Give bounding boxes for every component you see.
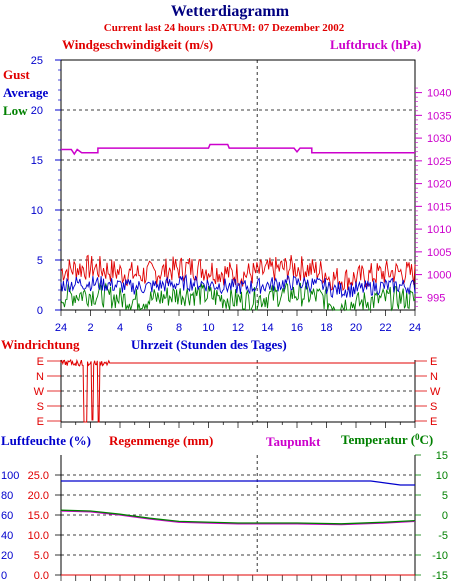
wind-y-tick-label: 20 [31, 105, 43, 117]
x-tick-label: 24 [409, 322, 421, 334]
wind-y-tick-label: 0 [37, 305, 43, 317]
rain-tick-label: 15.0 [28, 510, 49, 522]
direction-tick-right: E [430, 416, 437, 428]
temperature-tick-label: 10 [436, 470, 448, 482]
humidity-tick-label: 100 [1, 470, 19, 482]
temperature-line [60, 509, 416, 525]
temperature-tick-label: 15 [436, 450, 448, 462]
temperature-tick-label: -5 [438, 530, 448, 542]
legend-average: Average [3, 85, 48, 100]
humidity-tick-label: 20 [1, 550, 13, 562]
x-tick-label: 4 [117, 322, 123, 334]
rain-tick-label: 0.0 [34, 570, 49, 582]
humidity-tick-label: 40 [1, 530, 13, 542]
wind-direction-line [60, 358, 415, 423]
pressure-tick-label: 1025 [427, 156, 451, 168]
x-tick-label: 18 [320, 322, 332, 334]
direction-tick-left: N [36, 371, 44, 383]
direction-tick-right: N [430, 371, 438, 383]
x-tick-label: 24 [55, 322, 67, 334]
x-tick-label: 14 [261, 322, 273, 334]
temperature-unit: C) [420, 432, 434, 447]
pressure-tick-label: 1000 [427, 270, 451, 282]
wind-plot-frame [60, 59, 416, 311]
x-tick-label: 20 [350, 322, 362, 334]
humidity-line [61, 480, 415, 486]
chart-subtitle: Current last 24 hours :DATUM: 07 Dezembe… [104, 22, 345, 34]
wind-direction-title: Windrichtung [1, 337, 80, 352]
dewpoint-line [60, 510, 416, 526]
chart-title: Wetterdiagramm [171, 3, 290, 20]
rain-tick-label: 10.0 [28, 530, 49, 542]
direction-tick-right: E [430, 356, 437, 368]
direction-tick-right: S [430, 401, 437, 413]
x-tick-label: 2 [87, 322, 93, 334]
legend-low: Low [3, 103, 28, 118]
wind-y-tick-label: 10 [31, 205, 43, 217]
x-tick-label: 10 [202, 322, 214, 334]
temperature-degree-mark: 0 [415, 432, 420, 442]
temperature-title: Temperatur ( [341, 432, 415, 447]
direction-tick-left: E [37, 356, 44, 368]
humidity-tick-label: 0 [1, 570, 7, 582]
pressure-tick-label: 1035 [427, 110, 451, 122]
average-line [60, 273, 416, 299]
wind-y-tick-label: 25 [31, 55, 43, 67]
direction-tick-right: W [430, 386, 441, 398]
x-tick-label: 22 [379, 322, 391, 334]
temperature-tick-label: 0 [442, 510, 448, 522]
pressure-tick-label: 995 [427, 292, 445, 304]
pressure-title: Luftdruck (hPa) [330, 37, 421, 52]
low-line [60, 281, 416, 312]
direction-tick-left: W [34, 386, 45, 398]
rain-title: Regenmenge (mm) [109, 433, 213, 448]
wind-speed-title: Windgeschwindigkeit (m/s) [62, 37, 213, 52]
temperature-tick-label: -15 [432, 570, 448, 582]
pressure-tick-label: 1010 [427, 224, 451, 236]
direction-tick-left: E [37, 416, 44, 428]
humidity-title: Luftfeuchte (%) [1, 433, 91, 448]
pressure-tick-label: 1040 [427, 88, 451, 100]
rain-tick-label: 25.0 [28, 470, 49, 482]
pressure-tick-label: 1005 [427, 247, 451, 259]
humidity-tick-label: 80 [1, 490, 13, 502]
wind-y-tick-label: 5 [37, 255, 43, 267]
x-tick-label: 16 [291, 322, 303, 334]
pressure-tick-label: 1020 [427, 179, 451, 191]
rain-tick-label: 20.0 [28, 490, 49, 502]
pressure-line [61, 143, 415, 156]
rain-tick-label: 5.0 [34, 550, 49, 562]
x-tick-label: 6 [146, 322, 152, 334]
dewpoint-title: Taupunkt [266, 434, 321, 449]
humidity-tick-label: 60 [1, 510, 13, 522]
svg-text:Temperatur (0C): Temperatur (0C) [341, 432, 433, 447]
x-tick-label: 8 [176, 322, 182, 334]
temperature-tick-label: 5 [442, 490, 448, 502]
x-axis-label: Uhrzeit (Stunden des Tages) [131, 337, 287, 352]
direction-tick-left: S [37, 401, 44, 413]
temperature-tick-label: -10 [432, 550, 448, 562]
wind-y-tick-label: 15 [31, 155, 43, 167]
pressure-tick-label: 1030 [427, 133, 451, 145]
x-tick-label: 12 [232, 322, 244, 334]
pressure-tick-label: 1015 [427, 201, 451, 213]
legend-gust: Gust [3, 67, 30, 82]
